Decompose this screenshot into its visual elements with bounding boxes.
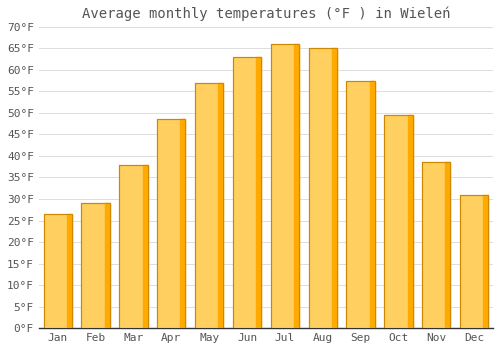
Bar — [332, 48, 337, 328]
Bar — [119, 164, 148, 328]
Bar — [446, 162, 450, 328]
Bar — [180, 119, 186, 328]
Bar — [483, 195, 488, 328]
Bar — [195, 83, 224, 328]
Bar — [460, 195, 488, 328]
Bar — [256, 57, 261, 328]
Bar — [218, 83, 224, 328]
Bar — [270, 44, 299, 328]
Bar — [370, 80, 375, 328]
Bar — [233, 57, 261, 328]
Bar — [195, 83, 224, 328]
Bar — [346, 80, 375, 328]
Bar — [308, 48, 337, 328]
Bar — [422, 162, 450, 328]
Bar — [119, 164, 148, 328]
Bar — [157, 119, 186, 328]
Bar — [233, 57, 261, 328]
Bar — [104, 203, 110, 328]
Bar — [157, 119, 186, 328]
Bar — [384, 115, 412, 328]
Bar — [308, 48, 337, 328]
Bar — [44, 214, 72, 328]
Bar — [294, 44, 299, 328]
Bar — [460, 195, 488, 328]
Bar — [82, 203, 110, 328]
Bar — [67, 214, 72, 328]
Bar — [422, 162, 450, 328]
Title: Average monthly temperatures (°F ) in Wieleń: Average monthly temperatures (°F ) in Wi… — [82, 7, 450, 21]
Bar — [270, 44, 299, 328]
Bar — [44, 214, 72, 328]
Bar — [82, 203, 110, 328]
Bar — [408, 115, 412, 328]
Bar — [346, 80, 375, 328]
Bar — [142, 164, 148, 328]
Bar — [384, 115, 412, 328]
